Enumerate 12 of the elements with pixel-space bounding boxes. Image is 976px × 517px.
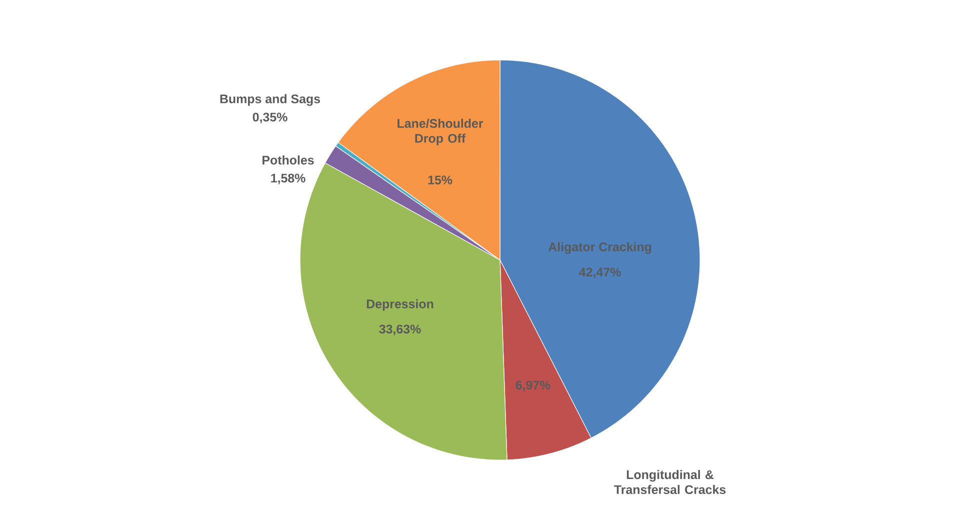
slice-label: Bumps and Sags [220,94,320,106]
slice-label: Potholes [262,155,314,165]
data-label: 6,97% [516,380,550,392]
slice-label: Aligator Cracking [548,242,652,254]
data-label: 15% [428,176,452,184]
data-label: 33,63% [379,324,421,336]
data-label: 42,47% [579,268,621,278]
slice-label: Lane/Shoulder Drop Off [398,118,484,146]
slice-label: Longitudinal & Transfersal Cracks [614,470,726,494]
slice-label: Depression [366,299,434,311]
data-label: 1,58% [271,174,306,184]
data-label: 0,35% [252,112,288,124]
